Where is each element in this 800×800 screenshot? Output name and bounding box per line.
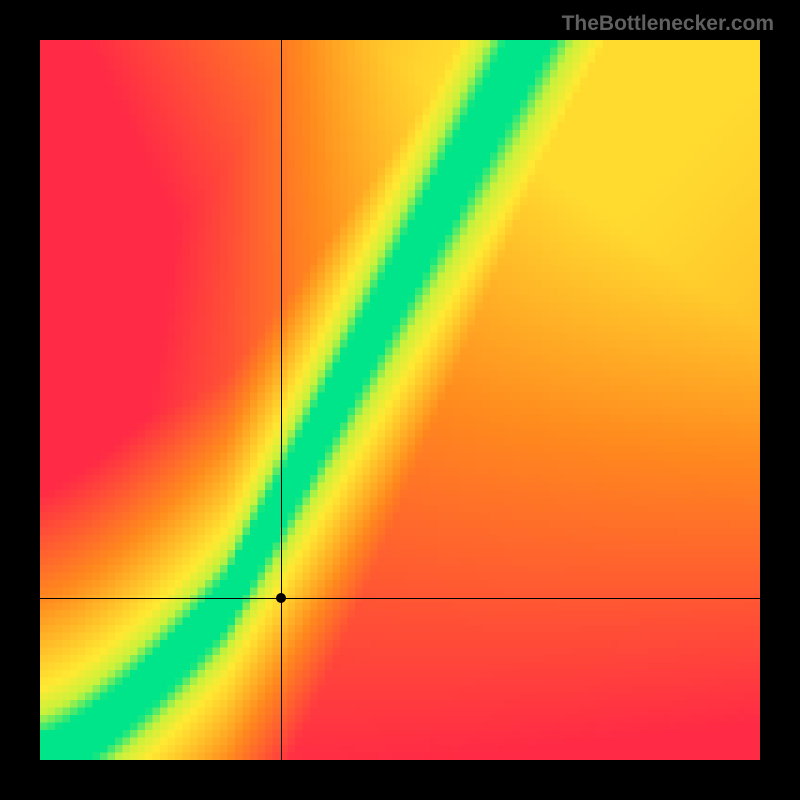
watermark-text: TheBottlenecker.com (562, 12, 774, 36)
bottleneck-heatmap (40, 40, 760, 760)
crosshair-horizontal (40, 598, 760, 599)
crosshair-vertical (281, 40, 282, 760)
chart-container: { "source": { "watermark_text": "TheBott… (0, 0, 800, 800)
